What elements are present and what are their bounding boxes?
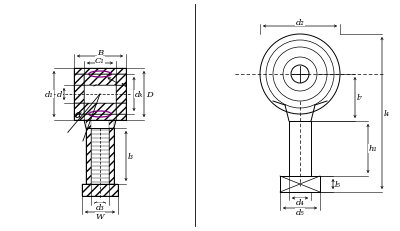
Bar [84, 75, 116, 86]
Text: W: W [96, 212, 104, 220]
Bar [116, 103, 126, 115]
Text: d₂: d₂ [296, 19, 304, 27]
Text: C₁: C₁ [95, 57, 105, 65]
Text: d: d [57, 91, 63, 99]
Text: D: D [146, 91, 152, 99]
Bar [109, 121, 114, 128]
Bar [74, 86, 84, 103]
Text: h₁: h₁ [369, 145, 377, 153]
Bar [84, 103, 116, 115]
Bar [74, 115, 126, 121]
Text: d₁: d₁ [45, 91, 53, 99]
Text: l₅: l₅ [335, 180, 341, 188]
Text: d₄: d₄ [296, 198, 304, 206]
Text: r₁: r₁ [120, 81, 127, 89]
Text: d₅: d₅ [296, 208, 304, 216]
Text: dₖ: dₖ [135, 91, 143, 99]
Text: $\alpha$: $\alpha$ [74, 109, 82, 119]
Bar [74, 103, 84, 115]
Bar [109, 128, 114, 184]
Bar [74, 75, 84, 86]
Bar [82, 184, 118, 196]
Bar [86, 121, 91, 128]
Text: l₃: l₃ [128, 152, 134, 160]
Bar [86, 128, 91, 184]
Text: l₄: l₄ [384, 109, 390, 118]
Bar [74, 69, 126, 75]
Text: l₇: l₇ [357, 94, 363, 102]
Bar [116, 75, 126, 86]
Text: d₃: d₃ [96, 203, 104, 211]
Text: B: B [97, 49, 103, 57]
Bar [116, 86, 126, 103]
